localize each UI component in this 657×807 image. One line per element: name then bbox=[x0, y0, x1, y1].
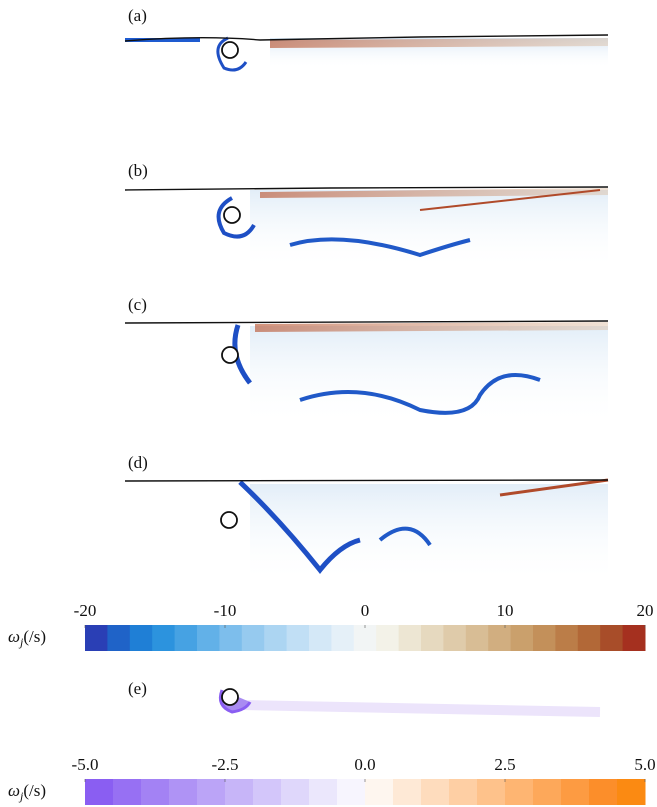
colorbar-step bbox=[152, 625, 176, 651]
colorbar-step bbox=[113, 779, 142, 805]
panel-e bbox=[218, 688, 601, 717]
label-subscript: j bbox=[18, 789, 24, 803]
colorbar-tick-label: -2.5 bbox=[212, 755, 239, 774]
colorbar-tick-label: 10 bbox=[497, 601, 514, 620]
colorbar-step bbox=[169, 779, 198, 805]
colorbar-step bbox=[555, 625, 579, 651]
colorbar-step bbox=[505, 779, 534, 805]
colorbar-tick-label: 0 bbox=[361, 601, 370, 620]
label-symbol: ω bbox=[8, 627, 20, 646]
panel-d bbox=[124, 478, 609, 584]
panel-c bbox=[124, 320, 609, 426]
colorbar-tick-label: -5.0 bbox=[72, 755, 99, 774]
colorbar-step bbox=[477, 779, 506, 805]
panel-a bbox=[124, 34, 609, 72]
colorbar-step bbox=[141, 779, 170, 805]
colorbar-step bbox=[617, 779, 646, 805]
colorbar-step bbox=[589, 779, 618, 805]
panel-label: (b) bbox=[128, 161, 148, 180]
label-unit: (/s) bbox=[23, 627, 46, 646]
colorbar-step bbox=[197, 779, 226, 805]
colorbar-step bbox=[398, 625, 422, 651]
colorbar-step bbox=[264, 625, 288, 651]
colorbar-step bbox=[533, 625, 556, 651]
colorbar-step bbox=[421, 625, 444, 651]
colorbar-step bbox=[85, 779, 114, 805]
colorbar-step bbox=[286, 625, 310, 651]
colorbar-step bbox=[309, 625, 332, 651]
colorbar-tick-label: -10 bbox=[214, 601, 237, 620]
colorbar-tick-label: -20 bbox=[74, 601, 97, 620]
colorbar-step bbox=[488, 625, 512, 651]
colorbar-step bbox=[85, 625, 108, 651]
colorbar-label: ωj(/s) bbox=[8, 781, 46, 803]
label-subscript: j bbox=[18, 635, 24, 649]
colorbar-step bbox=[353, 625, 377, 651]
colorbar: -5.0 -2.5 0.0 2.5 5.0 ωj(/s) bbox=[8, 755, 656, 805]
panel-label: (c) bbox=[128, 295, 147, 314]
label-unit: (/s) bbox=[23, 781, 46, 800]
colorbar-step bbox=[129, 625, 153, 651]
colorbar-step bbox=[331, 625, 355, 651]
colorbar-step bbox=[219, 625, 243, 651]
colorbar-step bbox=[309, 779, 338, 805]
colorbar-step bbox=[241, 625, 265, 651]
colorbar-tick-label: 20 bbox=[637, 601, 654, 620]
label-symbol: ω bbox=[8, 781, 20, 800]
colorbar-step bbox=[622, 625, 646, 651]
colorbar-step bbox=[107, 625, 131, 651]
colorbar-step bbox=[253, 779, 282, 805]
colorbar-step bbox=[197, 625, 220, 651]
colorbar-step bbox=[443, 625, 467, 651]
colorbar-step bbox=[281, 779, 310, 805]
colorbar-step bbox=[577, 625, 601, 651]
colorbar-step bbox=[365, 779, 394, 805]
colorbar-step bbox=[533, 779, 562, 805]
panel-label: (a) bbox=[128, 6, 147, 25]
colorbar-step bbox=[561, 779, 590, 805]
colorbar-tick-label: 5.0 bbox=[634, 755, 655, 774]
colorbar-step bbox=[449, 779, 478, 805]
colorbar-step bbox=[465, 625, 489, 651]
colorbar-step bbox=[421, 779, 450, 805]
colorbar-step bbox=[174, 625, 198, 651]
colorbar-step bbox=[225, 779, 254, 805]
colorbar-step bbox=[393, 779, 422, 805]
panel-label: (d) bbox=[128, 453, 148, 472]
colorbar-label: ωj(/s) bbox=[8, 627, 46, 649]
colorbar-tick-label: 2.5 bbox=[494, 755, 515, 774]
colorbar-step bbox=[510, 625, 534, 651]
colorbar-step bbox=[600, 625, 624, 651]
panel-b bbox=[124, 186, 609, 270]
panel-label: (e) bbox=[128, 679, 147, 698]
colorbar-step bbox=[337, 779, 366, 805]
colorbar-tick-label: 0.0 bbox=[354, 755, 375, 774]
colorbar: -20 -10 0 10 20 ωj(/s) bbox=[8, 601, 654, 651]
colorbar-step bbox=[376, 625, 400, 651]
